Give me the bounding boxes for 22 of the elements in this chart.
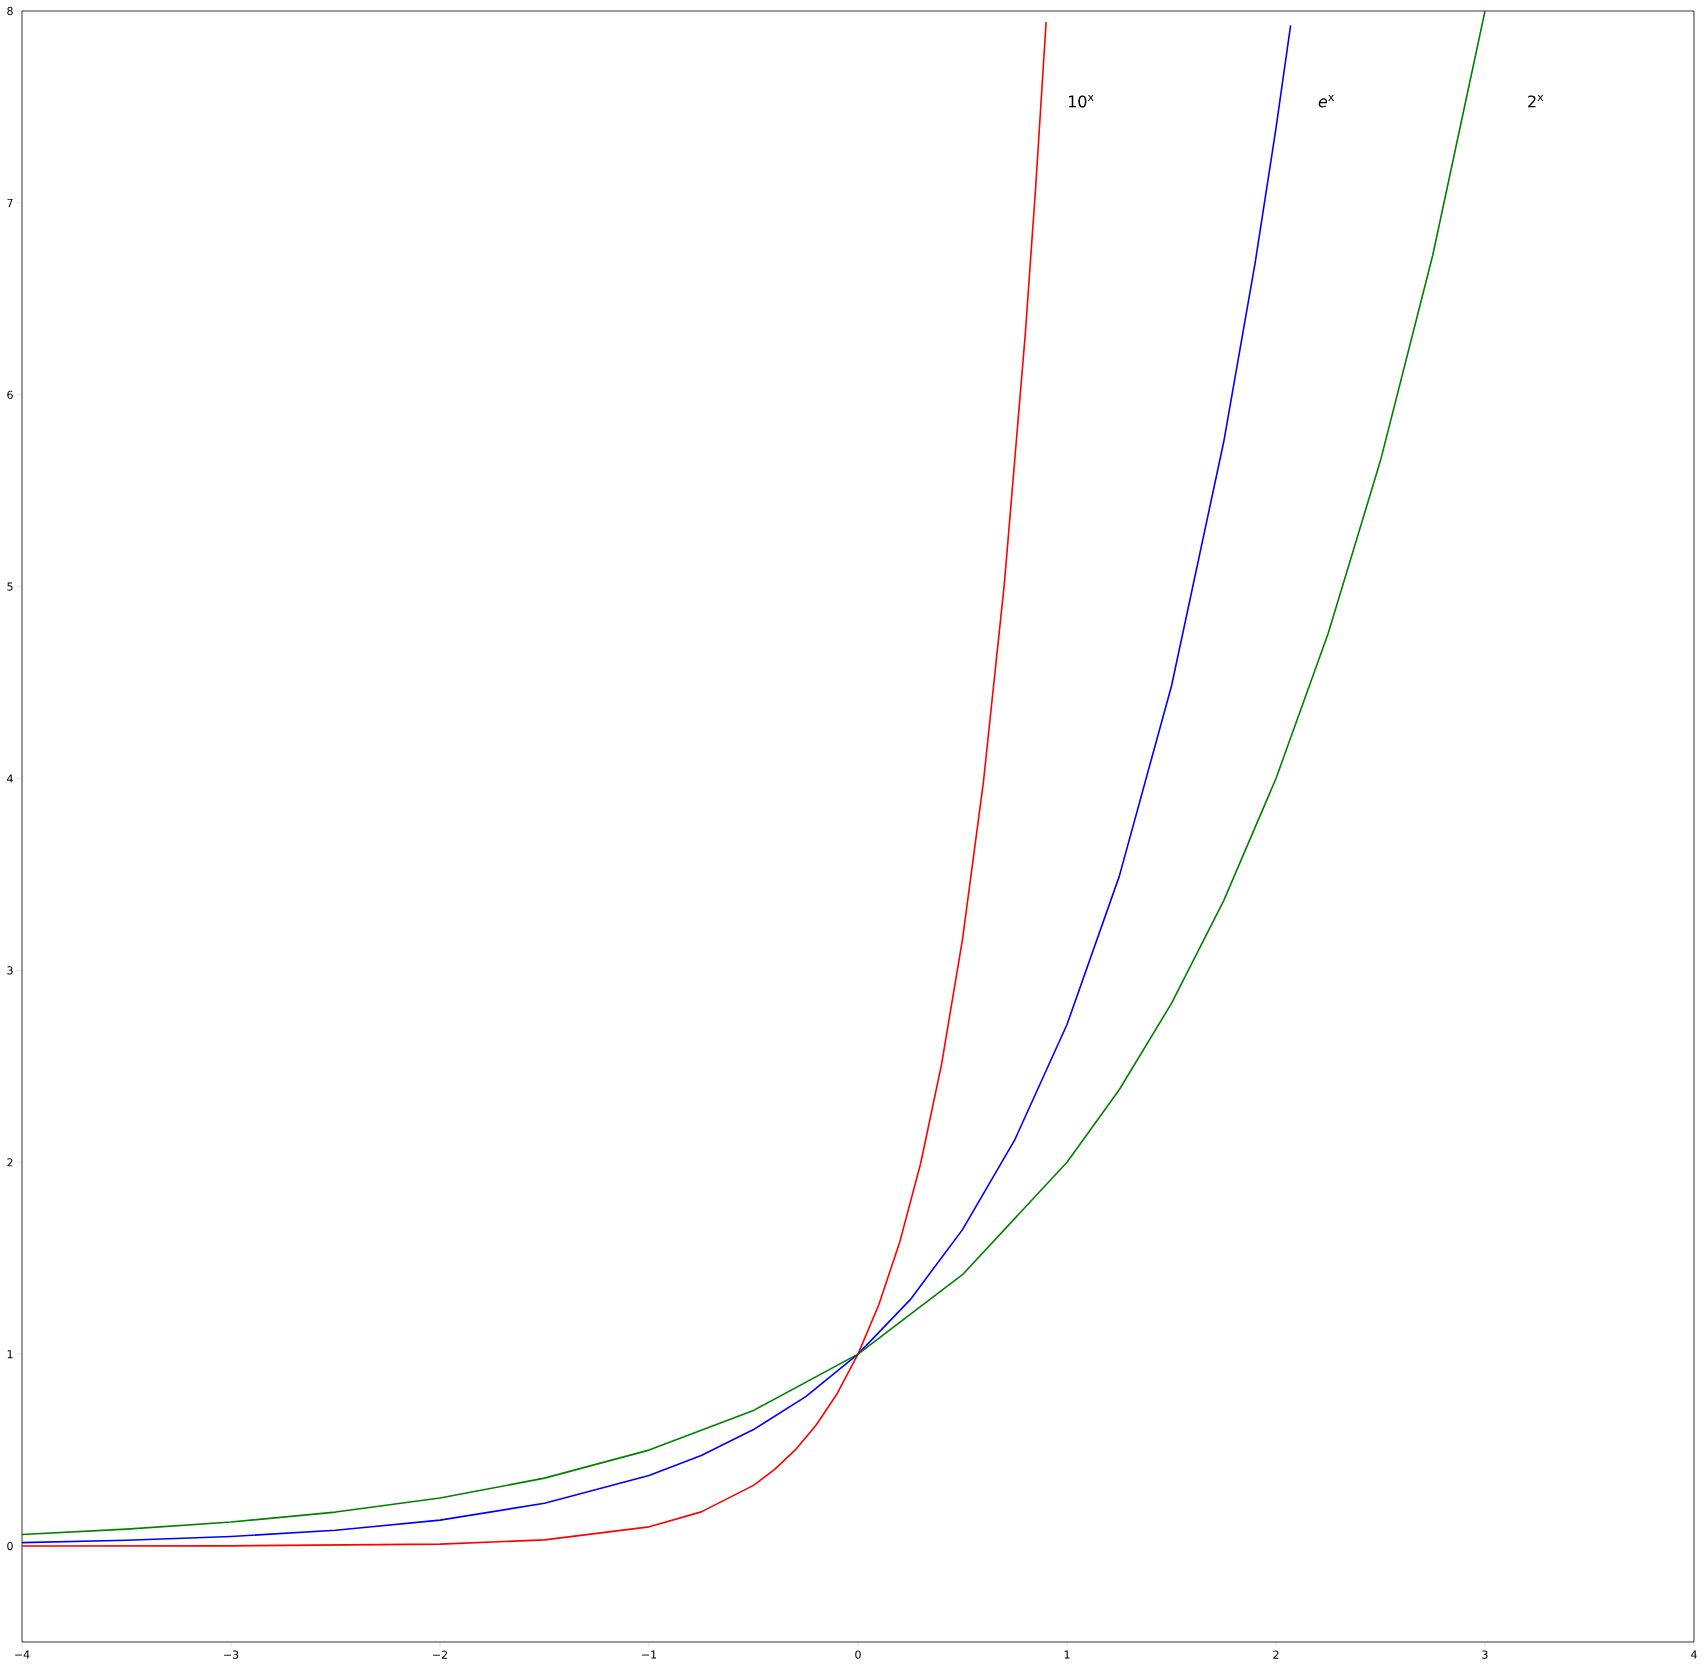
y-tick-label: 3 — [7, 966, 13, 975]
y-tick-label: 0 — [7, 1541, 13, 1551]
y-tick-label: 7 — [7, 198, 13, 207]
line-series — [22, 21, 1047, 1547]
x-tick-label: −3 — [224, 1650, 239, 1659]
x-tick-label: 2 — [1273, 1650, 1279, 1659]
y-tick-label: 8 — [7, 6, 13, 16]
y-tick-label: 6 — [7, 390, 13, 399]
y-tick-label: 1 — [7, 1350, 13, 1359]
annotation: e$^{x}$ — [1318, 94, 1335, 108]
x-tick-label: 4 — [1691, 1650, 1697, 1659]
x-tick-label: 0 — [855, 1650, 861, 1659]
x-tick-label: −2 — [433, 1650, 447, 1659]
y-tick-label: 2 — [7, 1158, 13, 1167]
x-tick-label: 1 — [1064, 1650, 1070, 1659]
y-tick-label: 5 — [7, 582, 13, 591]
annotation: 10$^{x}$ — [1068, 94, 1094, 108]
x-tick-label: −1 — [642, 1650, 657, 1659]
x-tick-label: 3 — [1482, 1650, 1488, 1659]
y-tick-label: 4 — [7, 774, 13, 783]
x-tick-label: −4 — [15, 1650, 30, 1659]
annotation: 2$^{x}$ — [1528, 94, 1544, 108]
